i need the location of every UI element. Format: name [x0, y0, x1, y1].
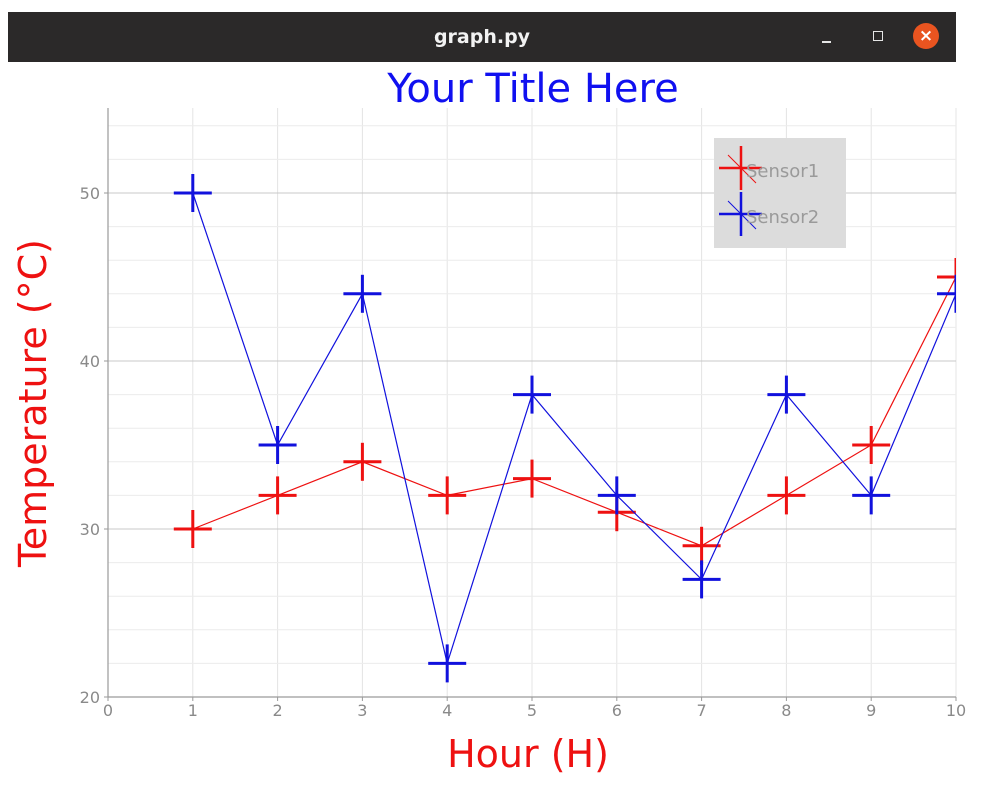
close-icon: ×: [913, 23, 939, 49]
maximize-icon: [873, 31, 883, 41]
legend-label: Sensor2: [746, 207, 819, 228]
data-point-sensor2: [513, 375, 551, 414]
plot-area: [173, 174, 956, 683]
x-tick-label: 2: [273, 701, 283, 720]
x-tick-label: 1: [188, 701, 198, 720]
data-point-sensor2: [682, 560, 721, 599]
legend-item-sensor1: Sensor1: [719, 146, 819, 190]
data-point-sensor2: [937, 274, 956, 313]
x-tick-label: 4: [442, 701, 452, 720]
x-axis-label: Hour (H): [447, 732, 609, 776]
x-tick-label: 10: [946, 701, 966, 720]
y-tick-label: 50: [80, 184, 100, 203]
x-axis-ticks: 0 1 2 3 4 5 6 7 8 9 10: [103, 697, 966, 720]
legend-marker-diag: [727, 154, 757, 184]
data-point-sensor1: [682, 526, 721, 565]
y-tick-label: 20: [80, 688, 100, 707]
data-point-sensor1: [258, 476, 297, 515]
x-tick-label: 9: [866, 701, 876, 720]
minimize-icon: [822, 41, 831, 43]
data-point-sensor2: [258, 426, 297, 464]
data-point-sensor1: [343, 442, 382, 481]
series-line-sensor2: [192, 192, 956, 666]
x-tick-label: 7: [697, 701, 707, 720]
legend: Sensor1 Sensor2: [714, 138, 846, 248]
legend-marker-diag: [727, 200, 757, 230]
data-point-sensor2: [428, 644, 467, 683]
data-point-sensor1: [173, 510, 212, 548]
window-title: graph.py: [433, 26, 531, 48]
close-button[interactable]: ×: [908, 12, 944, 62]
data-point-sensor2: [343, 274, 382, 313]
data-point-sensor2: [597, 476, 636, 515]
y-axis-label: Temperature (°C): [11, 239, 55, 568]
title-bar[interactable]: graph.py ×: [8, 12, 956, 62]
legend-label: Sensor1: [746, 161, 819, 182]
data-point-sensor1: [852, 426, 891, 464]
legend-item-sensor2: Sensor2: [719, 192, 819, 236]
maximize-button[interactable]: [860, 12, 896, 62]
chart-title: Your Title Here: [386, 66, 678, 112]
data-point-sensor1: [937, 258, 956, 296]
y-tick-label: 40: [80, 352, 100, 371]
minimize-button[interactable]: [808, 12, 844, 62]
y-axis-ticks: 20 30 40 50: [80, 184, 108, 707]
x-tick-label: 0: [103, 701, 113, 720]
data-point-sensor1: [428, 476, 467, 515]
data-point-sensor2: [767, 375, 806, 414]
y-tick-label: 30: [80, 520, 100, 539]
data-point-sensor2: [173, 174, 212, 212]
data-point-sensor2: [852, 476, 891, 515]
data-point-sensor1: [513, 459, 551, 498]
data-point-sensor1: [767, 476, 806, 515]
x-tick-label: 3: [357, 701, 367, 720]
x-tick-label: 6: [612, 701, 622, 720]
x-tick-label: 8: [781, 701, 791, 720]
series-line-sensor1: [192, 276, 956, 547]
legend-box: [714, 138, 846, 248]
x-tick-label: 5: [527, 701, 537, 720]
